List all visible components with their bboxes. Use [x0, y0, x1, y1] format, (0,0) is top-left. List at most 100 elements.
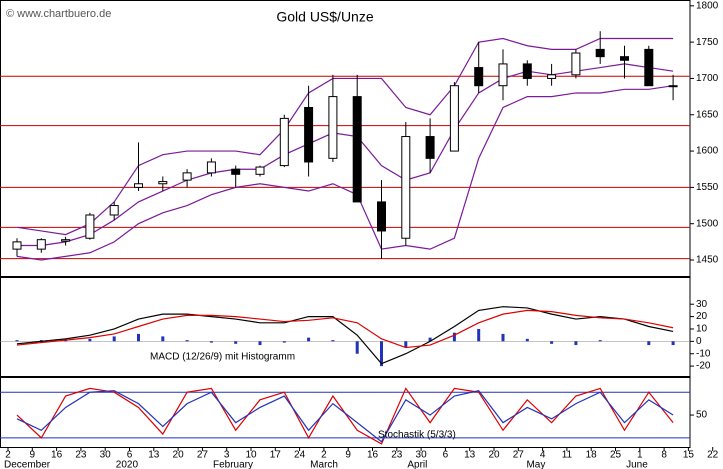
- histogram-bar: [161, 336, 165, 342]
- histogram-bar: [380, 341, 383, 367]
- x-tick-label: 4: [540, 450, 546, 461]
- histogram-bar: [39, 340, 43, 342]
- x-tick-label: 13: [148, 450, 160, 461]
- x-tick-label: 6: [127, 450, 133, 461]
- candle-body: [85, 214, 95, 239]
- histogram-bar: [88, 338, 92, 342]
- histogram-bar: [209, 341, 213, 343]
- histogram-bar: [525, 338, 529, 342]
- candle-body: [595, 48, 605, 58]
- y-tick-label: 50: [696, 410, 708, 421]
- candle-body: [620, 56, 629, 61]
- x-tick-label: 11: [562, 450, 573, 461]
- x-tick-label: 16: [51, 450, 63, 461]
- candle-body: [547, 74, 557, 79]
- y-tick-label: 1800: [696, 0, 719, 11]
- y-tick-label: 20: [696, 311, 708, 322]
- x-tick-label: 2: [5, 450, 11, 461]
- candle-body: [352, 96, 362, 203]
- histogram-bar: [452, 332, 456, 342]
- x-tick-label: 1: [637, 450, 643, 461]
- panel-frame: [0, 0, 691, 277]
- candle-body: [498, 63, 508, 87]
- histogram-bar: [355, 341, 359, 354]
- y-tick-label: 1450: [696, 255, 719, 266]
- x-tick-label: 20: [488, 450, 500, 461]
- histogram-bar: [15, 340, 19, 342]
- y-tick-label: 10: [696, 324, 708, 335]
- histogram-bar: [428, 337, 432, 342]
- x-tick-label: 20: [173, 450, 185, 461]
- y-tick-label: 1650: [696, 109, 719, 120]
- histogram-bar: [234, 341, 238, 344]
- x-tick-label: 16: [367, 450, 379, 461]
- month-label: June: [626, 460, 648, 469]
- x-tick-label: 25: [610, 450, 622, 461]
- x-tick-label: 27: [197, 450, 209, 461]
- x-tick-label: 17: [270, 450, 282, 461]
- month-label: February: [213, 460, 253, 469]
- candle-body: [328, 96, 338, 159]
- candle-body: [644, 48, 654, 87]
- histogram-bar: [671, 341, 675, 346]
- histogram-bar: [550, 341, 554, 344]
- x-tick-label: 9: [345, 450, 351, 461]
- panel-frame: [0, 377, 691, 448]
- x-tick-label: 3: [224, 450, 230, 461]
- band-line: [16, 37, 674, 236]
- month-label: April: [407, 460, 427, 469]
- candle-body: [279, 117, 289, 167]
- x-tick-label: 30: [100, 450, 112, 461]
- candle-body: [158, 181, 168, 185]
- candle-body: [668, 85, 678, 88]
- y-tick-label: -20: [696, 361, 711, 372]
- candle-body: [401, 136, 411, 239]
- y-tick-label: 1500: [696, 218, 719, 229]
- histogram-bar: [307, 337, 311, 342]
- histogram-bar: [574, 341, 578, 346]
- x-tick-label: 23: [391, 450, 403, 461]
- chart-title: Gold US$/Unze: [276, 9, 373, 25]
- candle-body: [425, 136, 435, 159]
- y-tick-label: 0: [696, 336, 702, 347]
- candle-body: [474, 67, 484, 87]
- y-tick-label: 1600: [696, 146, 719, 157]
- y-tick-label: 1750: [696, 37, 719, 48]
- x-tick-label: 13: [464, 450, 476, 461]
- band-line: [17, 63, 674, 247]
- candle-body: [36, 239, 46, 250]
- candle-body: [109, 205, 119, 216]
- x-tick-label: 2: [321, 450, 327, 461]
- histogram-bar: [112, 336, 116, 342]
- month-label: 2020: [116, 460, 139, 469]
- panel-frame: [0, 277, 691, 377]
- candle-body: [12, 241, 22, 250]
- x-tick-label: 27: [513, 450, 525, 461]
- x-tick-label: 10: [245, 450, 257, 461]
- x-tick-label: 15: [683, 450, 695, 461]
- candle-body: [522, 63, 532, 79]
- histogram-bar: [258, 341, 262, 346]
- candle-body: [255, 166, 265, 175]
- candle-body: [449, 85, 459, 152]
- x-tick-label: 18: [586, 450, 598, 461]
- panel-label: Stochastik (5/3/3): [378, 430, 456, 441]
- indicator-line: [16, 390, 674, 443]
- y-tick-label: -10: [696, 348, 711, 359]
- candle-body: [206, 161, 216, 174]
- histogram-bar: [64, 340, 68, 342]
- histogram-bar: [331, 340, 335, 342]
- histogram-bar: [404, 341, 408, 348]
- histogram-bar: [185, 340, 189, 342]
- month-label: May: [526, 460, 545, 469]
- month-label: March: [310, 460, 338, 469]
- x-tick-label: 30: [416, 450, 428, 461]
- histogram-bar: [598, 340, 602, 342]
- watermark: © www.chartbuero.de: [6, 8, 111, 20]
- x-tick-label: 8: [661, 450, 667, 461]
- y-tick-label: 30: [696, 299, 708, 310]
- x-tick-label: 23: [75, 450, 87, 461]
- candle-body: [231, 168, 241, 175]
- histogram-bar: [477, 328, 481, 342]
- candle-body: [377, 201, 386, 232]
